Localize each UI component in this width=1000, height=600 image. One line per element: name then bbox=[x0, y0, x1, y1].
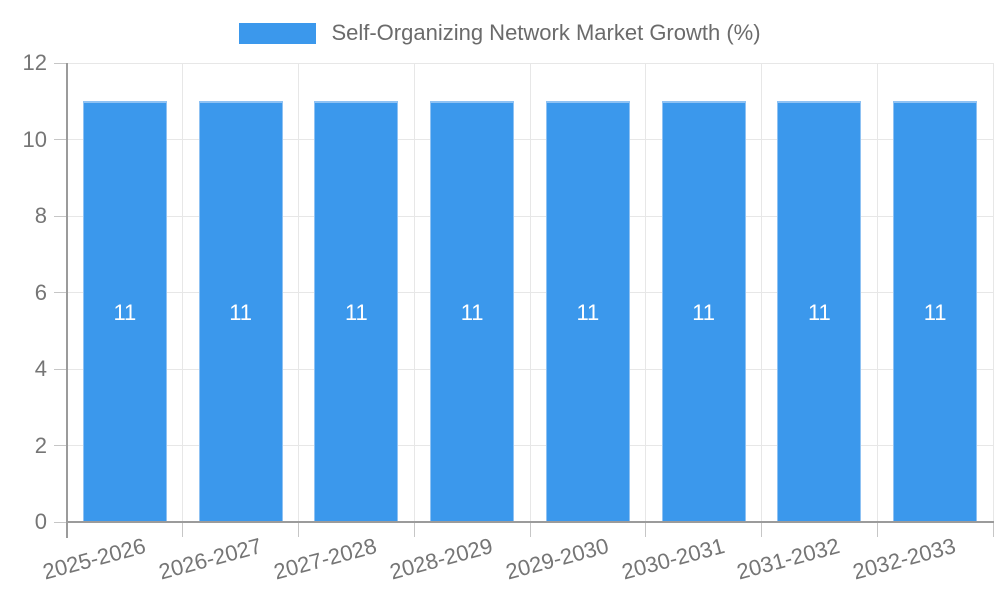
x-tick-mark bbox=[992, 522, 994, 537]
gridline-vertical bbox=[182, 63, 184, 522]
bar-value-label: 11 bbox=[923, 299, 947, 325]
y-tick-mark bbox=[54, 521, 67, 523]
gridline-vertical bbox=[992, 63, 994, 522]
x-tick-mark bbox=[298, 522, 299, 537]
x-tick-label: 2032-2033 bbox=[850, 533, 959, 585]
bar-value-label: 11 bbox=[113, 299, 137, 325]
bar-value-label: 11 bbox=[692, 299, 716, 325]
bar[interactable]: 11 bbox=[82, 101, 167, 522]
bar-value-label: 11 bbox=[807, 299, 831, 325]
y-tick-mark bbox=[54, 215, 67, 217]
legend-swatch[interactable] bbox=[239, 22, 317, 44]
x-tick-mark bbox=[413, 522, 415, 537]
bar-value-label: 11 bbox=[460, 299, 484, 325]
gridline-vertical bbox=[761, 63, 762, 522]
y-tick-mark bbox=[54, 292, 67, 293]
x-tick-mark bbox=[761, 522, 762, 537]
x-tick-label: 2026-2027 bbox=[155, 533, 264, 585]
y-tick-label: 10 bbox=[22, 126, 47, 152]
y-tick-mark bbox=[54, 62, 67, 64]
bar[interactable]: 11 bbox=[777, 101, 862, 522]
x-tick-mark bbox=[529, 522, 531, 537]
y-tick-label: 8 bbox=[34, 203, 47, 228]
bar-value-label: 11 bbox=[344, 299, 368, 325]
bar[interactable]: 11 bbox=[430, 101, 515, 522]
y-tick-mark bbox=[54, 368, 67, 370]
x-tick-label: 2030-2031 bbox=[618, 533, 727, 585]
gridline-vertical bbox=[645, 63, 647, 522]
x-tick-label: 2029-2030 bbox=[502, 533, 612, 585]
x-tick-label: 2031-2032 bbox=[734, 533, 843, 585]
y-tick-label: 12 bbox=[22, 50, 47, 75]
x-tick-mark bbox=[876, 522, 878, 537]
x-tick-label: 2025-2026 bbox=[39, 533, 149, 585]
bar-value-label: 11 bbox=[229, 299, 253, 325]
y-axis-line bbox=[66, 63, 68, 538]
x-tick-label: 2027-2028 bbox=[271, 533, 380, 585]
gridline-vertical bbox=[529, 63, 531, 522]
x-tick-mark bbox=[182, 522, 184, 537]
x-tick-label: 2028-2029 bbox=[387, 533, 496, 585]
gridline-vertical bbox=[298, 63, 299, 522]
legend-label: Self-Organizing Network Market Growth (%… bbox=[331, 20, 761, 45]
plot-area: 0 2 4 6 8 10 12 11 2025-2026 11 2026-2027 11 2027-20… bbox=[23, 50, 994, 584]
y-tick-label: 0 bbox=[34, 509, 47, 534]
y-tick-label: 2 bbox=[34, 432, 47, 458]
y-tick-label: 6 bbox=[34, 279, 47, 305]
bar[interactable]: 11 bbox=[661, 101, 746, 522]
bar[interactable]: 11 bbox=[198, 101, 283, 522]
gridline-vertical bbox=[413, 63, 415, 522]
bar[interactable]: 11 bbox=[314, 101, 399, 522]
bar[interactable]: 11 bbox=[893, 101, 978, 522]
x-tick-mark bbox=[645, 522, 647, 537]
chart-legend[interactable]: Self-Organizing Network Market Growth (%… bbox=[0, 20, 1000, 46]
y-tick-label: 4 bbox=[34, 356, 47, 381]
y-tick-mark bbox=[54, 445, 67, 446]
x-axis-line bbox=[66, 521, 994, 523]
gridline-vertical bbox=[876, 63, 878, 522]
bar-value-label: 11 bbox=[576, 299, 600, 325]
y-tick-mark bbox=[54, 139, 67, 140]
bar[interactable]: 11 bbox=[545, 101, 630, 522]
